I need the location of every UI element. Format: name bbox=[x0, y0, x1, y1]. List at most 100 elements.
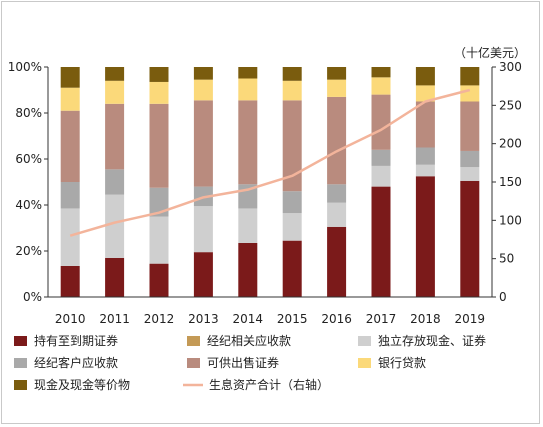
left-tick-label: 100% bbox=[8, 60, 42, 74]
bar-segment-2011-s3 bbox=[105, 169, 125, 195]
axes-layer: 0% 20% 40% 60% 80% 100% 0 50 100 150 200 250 300 2010… bbox=[8, 60, 522, 326]
x-tick-label-2016: 2016 bbox=[321, 312, 352, 326]
bar-segment-2018-s4 bbox=[415, 101, 435, 148]
bar-segment-2019-s4 bbox=[460, 101, 480, 151]
bar-segment-2019-s3 bbox=[460, 150, 480, 168]
bar-segment-2018-s2 bbox=[415, 164, 435, 177]
left-tick-label: 60% bbox=[15, 152, 42, 166]
right-tick-label: 300 bbox=[499, 60, 522, 74]
bar-segment-2012-s5 bbox=[149, 81, 169, 104]
bar-segment-2015-s6 bbox=[282, 67, 302, 81]
bar-segment-2013-s2 bbox=[193, 206, 213, 253]
bar-segment-2019-s0 bbox=[460, 180, 480, 297]
bar-segment-2010-s5 bbox=[60, 87, 80, 111]
right-tick-label: 50 bbox=[499, 252, 514, 266]
bar-segment-2016-s6 bbox=[327, 67, 347, 80]
bar-segment-2010-s6 bbox=[60, 67, 80, 88]
bar-segment-2012-s2 bbox=[149, 216, 169, 264]
legend-swatch bbox=[187, 336, 200, 346]
legend-label: 可供出售证券 bbox=[207, 355, 279, 370]
legend-label: 现金及现金等价物 bbox=[34, 377, 130, 392]
bar-segment-2010-s2 bbox=[60, 208, 80, 266]
bar-segment-2016-s3 bbox=[327, 184, 347, 203]
bar-segment-2014-s6 bbox=[238, 67, 258, 79]
bar-segment-2017-s5 bbox=[371, 77, 391, 95]
right-tick-label: 250 bbox=[499, 98, 522, 112]
right-tick-label: 200 bbox=[499, 137, 522, 151]
bar-segment-2010-s0 bbox=[60, 265, 80, 297]
bar-segment-2018-s5 bbox=[415, 85, 435, 102]
bar-segment-2012-s3 bbox=[149, 187, 169, 217]
bar-segment-2019-s2 bbox=[460, 167, 480, 181]
bar-segment-2016-s4 bbox=[327, 96, 347, 185]
bar-segment-2017-s6 bbox=[371, 67, 391, 78]
legend-swatch bbox=[187, 358, 200, 368]
right-tick-label: 150 bbox=[499, 175, 522, 189]
bar-segment-2017-s0 bbox=[371, 186, 391, 297]
bar-segment-2012-s6 bbox=[149, 67, 169, 82]
bar-segment-2013-s6 bbox=[193, 67, 213, 80]
bar-segment-2011-s4 bbox=[105, 103, 125, 170]
x-tick-label-2010: 2010 bbox=[55, 312, 86, 326]
legend-swatch bbox=[14, 380, 27, 390]
bar-segment-2018-s0 bbox=[415, 176, 435, 297]
legend-swatch bbox=[14, 336, 27, 346]
bar-segment-2016-s2 bbox=[327, 202, 347, 227]
bar-segment-2012-s4 bbox=[149, 103, 169, 188]
bar-segment-2019-s6 bbox=[460, 67, 480, 86]
bar-segment-2015-s2 bbox=[282, 213, 302, 241]
x-tick-label-2017: 2017 bbox=[366, 312, 397, 326]
x-tick-label-2018: 2018 bbox=[410, 312, 441, 326]
bar-segment-2014-s0 bbox=[238, 242, 258, 297]
x-tick-label-2012: 2012 bbox=[144, 312, 175, 326]
legend-label: 经纪客户应收款 bbox=[34, 355, 118, 370]
x-tick-label-2011: 2011 bbox=[99, 312, 130, 326]
x-tick-label-2015: 2015 bbox=[277, 312, 308, 326]
bar-segment-2018-s3 bbox=[415, 147, 435, 165]
bar-segment-2011-s5 bbox=[105, 80, 125, 104]
left-tick-label: 80% bbox=[15, 106, 42, 120]
x-tick-label-2019: 2019 bbox=[455, 312, 486, 326]
x-tick-label-2013: 2013 bbox=[188, 312, 219, 326]
bars-layer bbox=[60, 67, 480, 297]
bar-segment-2015-s4 bbox=[282, 100, 302, 192]
bar-segment-2010-s4 bbox=[60, 110, 80, 182]
bar-segment-2017-s2 bbox=[371, 165, 391, 187]
line-series bbox=[69, 88, 471, 237]
left-tick-label: 0% bbox=[23, 290, 42, 304]
right-tick-label: 100 bbox=[499, 213, 522, 227]
bar-segment-2011-s6 bbox=[105, 67, 125, 81]
right-tick-label: 0 bbox=[499, 290, 507, 304]
legend-swatch bbox=[358, 358, 371, 368]
left-tick-label: 40% bbox=[15, 198, 42, 212]
bar-segment-2016-s5 bbox=[327, 79, 347, 97]
bar-segment-2014-s4 bbox=[238, 100, 258, 185]
bar-segment-2018-s6 bbox=[415, 67, 435, 86]
bar-segment-2011-s2 bbox=[105, 194, 125, 258]
bar-segment-2017-s3 bbox=[371, 149, 391, 166]
bar-segment-2013-s4 bbox=[193, 100, 213, 187]
legend-label: 独立存放现金、证券 bbox=[378, 333, 486, 348]
bar-segment-2013-s5 bbox=[193, 79, 213, 101]
x-tick-label-2014: 2014 bbox=[233, 312, 264, 326]
bar-segment-2014-s2 bbox=[238, 208, 258, 243]
bar-segment-2015-s5 bbox=[282, 80, 302, 101]
bar-segment-2012-s0 bbox=[149, 263, 169, 297]
bar-segment-2010-s3 bbox=[60, 182, 80, 209]
legend-label: 持有至到期证券 bbox=[34, 333, 118, 348]
legend-label: 银行贷款 bbox=[378, 356, 426, 370]
bar-segment-2015-s0 bbox=[282, 240, 302, 297]
bar-segment-2019-s5 bbox=[460, 85, 480, 102]
legend-swatch bbox=[358, 336, 371, 346]
bar-segment-2017-s4 bbox=[371, 94, 391, 150]
bar-segment-2014-s5 bbox=[238, 78, 258, 101]
line-layer bbox=[69, 88, 471, 237]
legend-label: 生息资产合计（右轴） bbox=[209, 377, 329, 392]
right-axis-unit-label: （十亿美元） bbox=[454, 45, 526, 60]
left-tick-label: 20% bbox=[15, 244, 42, 258]
bar-segment-2015-s3 bbox=[282, 191, 302, 214]
legend-swatch bbox=[14, 358, 27, 368]
